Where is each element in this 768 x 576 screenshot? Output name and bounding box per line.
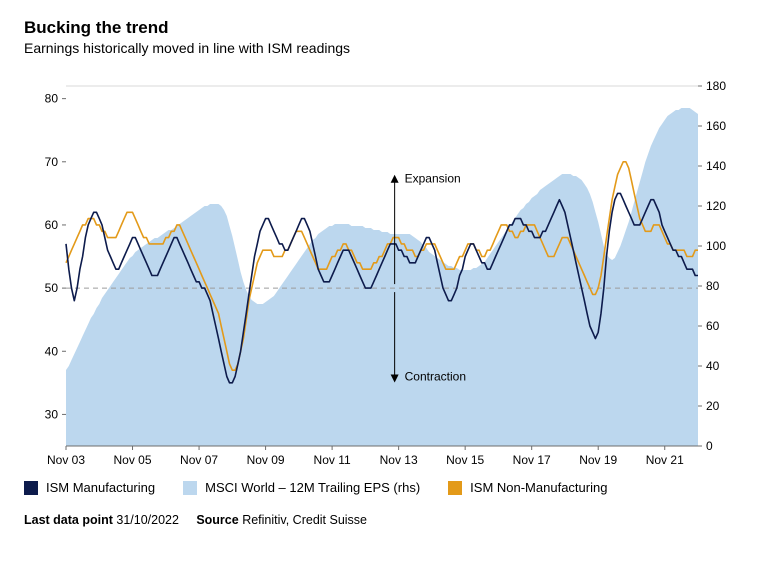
legend-swatch <box>183 481 197 495</box>
svg-text:Nov 13: Nov 13 <box>380 453 418 467</box>
svg-text:Nov 19: Nov 19 <box>579 453 617 467</box>
source-label: Source <box>196 513 238 527</box>
chart-subtitle: Earnings historically moved in line with… <box>24 40 744 56</box>
legend-label: ISM Manufacturing <box>46 480 155 495</box>
svg-text:Nov 05: Nov 05 <box>114 453 152 467</box>
last-data-value: 31/10/2022 <box>116 513 179 527</box>
svg-text:60: 60 <box>706 319 720 333</box>
svg-text:0: 0 <box>706 439 713 453</box>
svg-text:180: 180 <box>706 79 726 93</box>
svg-text:Nov 15: Nov 15 <box>446 453 484 467</box>
svg-text:30: 30 <box>45 407 59 421</box>
legend-item-ism-manufacturing: ISM Manufacturing <box>24 480 155 495</box>
svg-text:100: 100 <box>706 239 726 253</box>
legend-label: MSCI World – 12M Trailing EPS (rhs) <box>205 480 420 495</box>
svg-text:80: 80 <box>45 92 59 106</box>
chart-canvas: 30 40 50 60 70 80 0 20 40 60 80 100 120 140 160 180 Nov … <box>24 74 744 474</box>
svg-text:40: 40 <box>45 344 59 358</box>
legend-swatch <box>24 481 38 495</box>
legend-label: ISM Non-Manufacturing <box>470 480 607 495</box>
svg-text:20: 20 <box>706 399 720 413</box>
svg-text:Contraction: Contraction <box>405 370 466 384</box>
chart-title: Bucking the trend <box>24 18 744 38</box>
svg-text:60: 60 <box>45 218 59 232</box>
svg-text:70: 70 <box>45 155 59 169</box>
svg-text:80: 80 <box>706 279 720 293</box>
svg-text:140: 140 <box>706 159 726 173</box>
svg-text:40: 40 <box>706 359 720 373</box>
legend-item-ism-nonmanufacturing: ISM Non-Manufacturing <box>448 480 607 495</box>
source-value: Refinitiv, Credit Suisse <box>242 513 367 527</box>
legend-item-msci-eps: MSCI World – 12M Trailing EPS (rhs) <box>183 480 420 495</box>
svg-text:Nov 17: Nov 17 <box>513 453 551 467</box>
chart-legend: ISM Manufacturing MSCI World – 12M Trail… <box>24 480 744 495</box>
legend-swatch <box>448 481 462 495</box>
chart-footer: Last data point 31/10/2022 Source Refini… <box>24 513 744 527</box>
svg-text:160: 160 <box>706 119 726 133</box>
svg-text:Nov 07: Nov 07 <box>180 453 218 467</box>
svg-text:Expansion: Expansion <box>405 172 461 186</box>
svg-text:Nov 21: Nov 21 <box>646 453 684 467</box>
svg-text:Nov 03: Nov 03 <box>47 453 85 467</box>
last-data-label: Last data point <box>24 513 113 527</box>
svg-text:Nov 11: Nov 11 <box>314 453 351 467</box>
svg-text:120: 120 <box>706 199 726 213</box>
svg-text:50: 50 <box>45 281 59 295</box>
svg-text:Nov 09: Nov 09 <box>247 453 285 467</box>
